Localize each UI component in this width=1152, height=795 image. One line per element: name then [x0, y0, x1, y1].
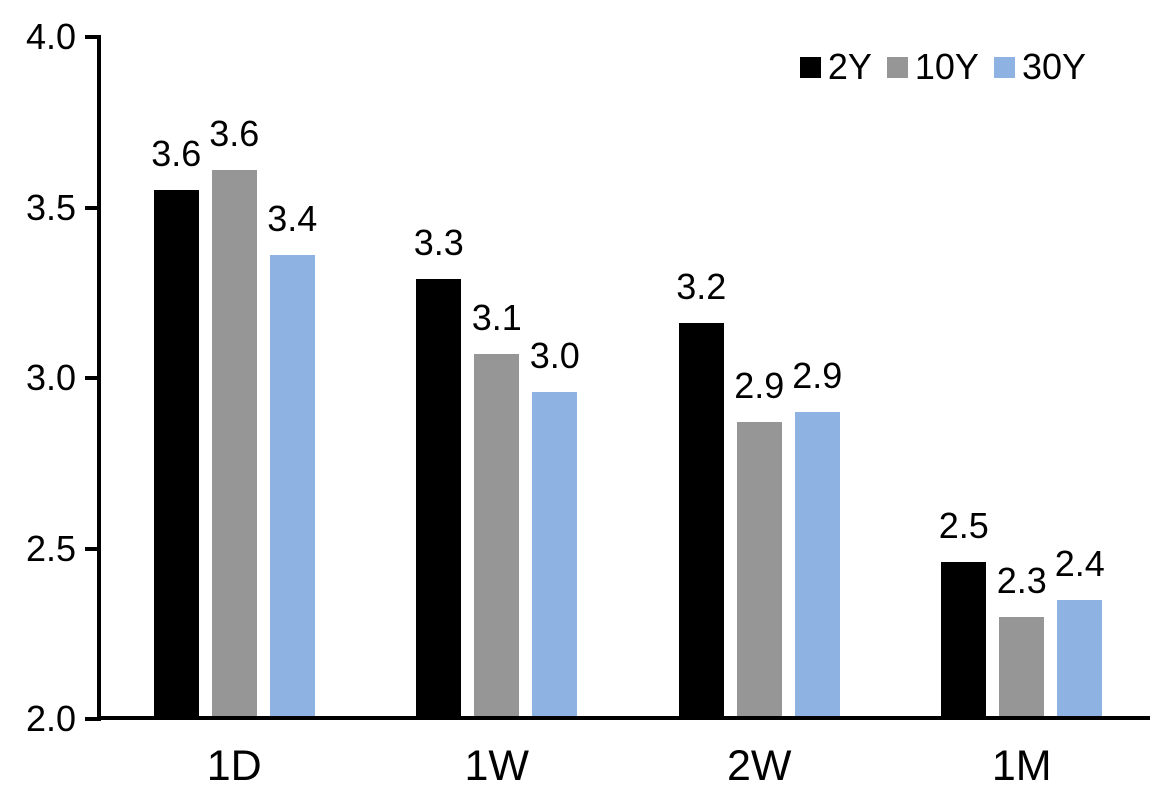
legend-swatch-icon [886, 56, 908, 78]
bar-2y-2w [678, 323, 724, 716]
bar-value-label: 2.5 [938, 505, 989, 547]
bar-10y-1d [211, 169, 257, 716]
y-axis-tick-label: 3.0 [25, 357, 76, 398]
x-axis-category-label: 2W [727, 742, 792, 790]
bar-2y-1w [416, 279, 462, 716]
bar-value-label: 2.3 [996, 559, 1047, 601]
y-axis-tick-label: 2.5 [25, 527, 76, 569]
bar-value-label: 3.6 [209, 112, 260, 154]
bar-value-label: 3.0 [529, 334, 580, 376]
bar-10y-2w [736, 422, 782, 716]
bar-10y-1w [474, 354, 520, 716]
x-axis-category-label: 1D [206, 742, 262, 790]
y-axis-tick [85, 376, 101, 380]
y-axis-tick [85, 717, 101, 721]
legend-label: 10Y [914, 46, 979, 87]
y-axis-tick-label: 3.5 [25, 186, 76, 228]
y-axis-tick [85, 35, 101, 39]
legend-swatch-icon [993, 56, 1015, 78]
legend: 2Y 10Y 30Y [799, 46, 1086, 88]
legend-item-30y: 30Y [993, 46, 1086, 88]
x-axis-category-label: 1M [991, 742, 1052, 790]
legend-item-10y: 10Y [886, 46, 979, 88]
y-axis-tick-label: 4.0 [25, 16, 76, 57]
bar-value-label: 3.2 [676, 266, 727, 308]
y-axis-tick [85, 546, 101, 551]
bar-30y-1m [1057, 599, 1103, 716]
legend-label: 30Y [1021, 46, 1086, 87]
bar-2y-1m [941, 562, 987, 716]
bar-30y-1d [269, 255, 315, 716]
x-axis-line [97, 716, 1150, 720]
bar-2y-1d [153, 190, 199, 716]
bar-value-label: 3.4 [267, 198, 318, 240]
bar-30y-1w [532, 391, 578, 716]
bar-value-label: 2.9 [792, 355, 843, 397]
bar-10y-1m [999, 616, 1045, 716]
legend-item-2y: 2Y [799, 46, 872, 88]
bar-value-label: 3.3 [413, 222, 464, 264]
legend-swatch-icon [799, 56, 821, 78]
bar-30y-2w [794, 412, 840, 716]
bar-value-label: 2.9 [734, 365, 785, 407]
bar-value-label: 2.4 [1054, 542, 1105, 584]
y-axis-tick [85, 205, 101, 210]
x-axis-category-label: 1W [464, 742, 530, 790]
legend-label: 2Y [827, 46, 872, 87]
bar-value-label: 3.1 [471, 297, 522, 339]
bar-value-label: 3.6 [151, 133, 202, 175]
y-axis-tick-label: 2.0 [25, 698, 76, 739]
